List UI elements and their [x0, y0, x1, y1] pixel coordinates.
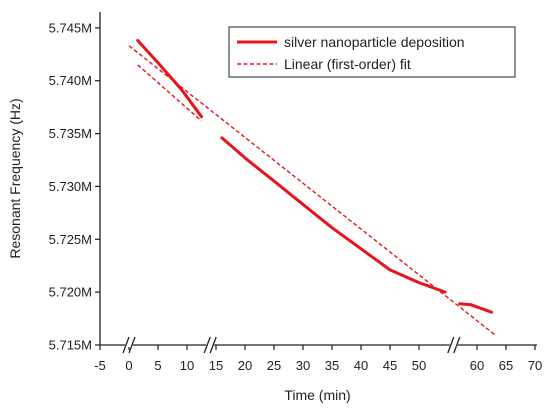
y-tick-label: 5.715M: [49, 338, 92, 353]
legend-box: [228, 26, 516, 78]
x-tick-label: 30: [296, 358, 310, 373]
fit-line-segment: [137, 64, 202, 122]
x-tick-label: -5: [94, 358, 106, 373]
x-tick-label: 60: [470, 358, 484, 373]
axes: 5.715M 5.720M 5.725M 5.730M 5.735M 5.740M 5.74…: [7, 12, 542, 403]
x-axis-title: Time (min): [284, 387, 350, 403]
data-line-segment: [220, 136, 447, 294]
x-axis-break-mark: [209, 336, 217, 354]
x-axis-break-gap: [125, 343, 133, 347]
x-axis-break-mark: [122, 336, 130, 354]
x-tick-label: 5: [154, 358, 161, 373]
x-tick-label: 25: [267, 358, 281, 373]
x-axis-break-mark: [453, 336, 461, 354]
x-axis-break-gap: [449, 343, 458, 347]
legend-label: silver nanoparticle deposition: [284, 34, 465, 50]
x-tick-label: 70: [528, 358, 542, 373]
y-tick-label: 5.725M: [49, 232, 92, 247]
y-tick-label: 5.745M: [49, 20, 92, 35]
y-tick-label: 5.735M: [49, 126, 92, 141]
legend-label: Linear (first-order) fit: [284, 56, 411, 72]
x-tick-label: 0: [125, 358, 132, 373]
legend: silver nanoparticle deposition Linear (fi…: [228, 26, 516, 78]
x-axis-break-gap: [206, 343, 215, 347]
y-axis-title: Resonant Frequency (Hz): [7, 98, 23, 258]
x-tick-label: 20: [238, 358, 252, 373]
data-line-segment: [136, 39, 203, 119]
y-tick-label: 5.740M: [49, 73, 92, 88]
x-tick-label: 35: [325, 358, 339, 373]
y-tick-label: 5.730M: [49, 179, 92, 194]
x-tick-label: 10: [180, 358, 194, 373]
x-axis-break-mark: [203, 336, 211, 354]
plot-area: [128, 39, 495, 335]
y-tick-label: 5.720M: [49, 285, 92, 300]
x-tick-label: 50: [412, 358, 426, 373]
x-axis-break-mark: [447, 336, 455, 354]
data-line-segment: [458, 302, 493, 314]
x-tick-label: 15: [209, 358, 223, 373]
x-tick-label: 65: [499, 358, 513, 373]
x-tick-label: 45: [383, 358, 397, 373]
x-tick-label: 40: [354, 358, 368, 373]
x-axis-break-mark: [128, 336, 136, 354]
